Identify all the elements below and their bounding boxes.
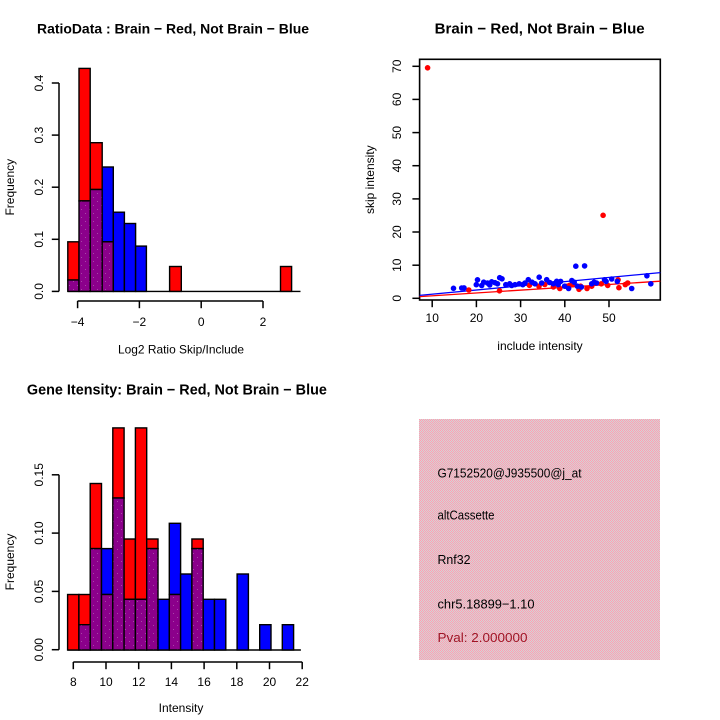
svg-text:−2: −2: [133, 315, 147, 329]
svg-text:18: 18: [230, 675, 244, 689]
svg-text:20: 20: [390, 225, 404, 239]
svg-text:0.2: 0.2: [32, 179, 46, 196]
svg-text:include intensity: include intensity: [497, 339, 582, 353]
svg-text:10: 10: [99, 675, 113, 689]
svg-text:30: 30: [390, 192, 404, 206]
svg-text:16: 16: [197, 675, 211, 689]
svg-text:0.15: 0.15: [32, 463, 46, 487]
svg-text:skip intensity: skip intensity: [363, 145, 377, 214]
svg-text:chr5.18899−1.10: chr5.18899−1.10: [438, 597, 535, 612]
svg-text:RatioData : Brain − Red, Not B: RatioData : Brain − Red, Not Brain − Blu…: [37, 21, 309, 37]
svg-text:Frequency: Frequency: [3, 159, 17, 216]
svg-text:G7152520@J935500@j_at: G7152520@J935500@j_at: [438, 466, 582, 481]
svg-text:30: 30: [514, 311, 528, 325]
svg-text:0.3: 0.3: [32, 126, 46, 143]
svg-text:Rnf32: Rnf32: [438, 552, 471, 567]
svg-text:0.1: 0.1: [32, 231, 46, 248]
svg-text:20: 20: [263, 675, 277, 689]
svg-text:altCassette: altCassette: [438, 508, 495, 523]
svg-text:60: 60: [390, 92, 404, 106]
svg-text:Gene Itensity: Brain − Red, No: Gene Itensity: Brain − Red, Not Brain − …: [27, 382, 327, 398]
svg-text:12: 12: [132, 675, 146, 689]
svg-text:0.00: 0.00: [32, 638, 46, 662]
svg-text:2: 2: [260, 315, 267, 329]
svg-text:0: 0: [198, 315, 205, 329]
svg-text:Frequency: Frequency: [3, 534, 17, 591]
svg-text:−4: −4: [71, 315, 85, 329]
svg-text:70: 70: [390, 59, 404, 73]
svg-text:10: 10: [426, 311, 440, 325]
svg-text:14: 14: [165, 675, 179, 689]
svg-text:Pval: 2.000000: Pval: 2.000000: [438, 630, 528, 645]
svg-text:Intensity: Intensity: [159, 701, 204, 715]
svg-text:40: 40: [558, 311, 572, 325]
svg-text:0.10: 0.10: [32, 521, 46, 545]
svg-text:Log2 Ratio Skip/Include: Log2 Ratio Skip/Include: [118, 343, 244, 357]
svg-text:20: 20: [470, 311, 484, 325]
svg-text:22: 22: [296, 675, 310, 689]
svg-text:10: 10: [390, 258, 404, 272]
svg-text:50: 50: [390, 126, 404, 140]
svg-text:Brain − Red, Not Brain − Blue: Brain − Red, Not Brain − Blue: [435, 21, 645, 38]
svg-text:0.4: 0.4: [32, 74, 46, 91]
svg-text:0: 0: [390, 295, 404, 302]
svg-text:0.05: 0.05: [32, 579, 46, 603]
svg-text:40: 40: [390, 159, 404, 173]
svg-text:0.0: 0.0: [32, 283, 46, 300]
svg-text:50: 50: [602, 311, 616, 325]
svg-text:8: 8: [70, 675, 77, 689]
